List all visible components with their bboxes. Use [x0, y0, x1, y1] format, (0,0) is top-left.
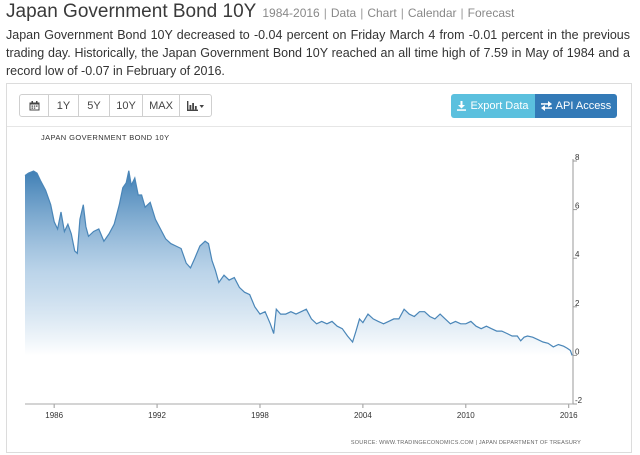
exchange-icon	[540, 101, 552, 111]
toolbar-divider	[7, 126, 631, 127]
date-range: 1984-2016	[262, 6, 320, 20]
chart-title: JAPAN GOVERNMENT BOND 10Y	[41, 133, 170, 142]
chart-link[interactable]: Chart	[367, 6, 397, 20]
range-1y-button[interactable]: 1Y	[48, 94, 79, 117]
caret-down-icon	[199, 104, 204, 108]
x-tick-label: 1986	[45, 411, 63, 420]
bar-chart-icon	[186, 100, 204, 111]
page-title: Japan Government Bond 10Y	[6, 1, 257, 22]
calendar-link[interactable]: Calendar	[407, 6, 457, 20]
calendar-icon	[29, 100, 39, 110]
y-tick-label: 8	[575, 153, 580, 162]
api-access-button[interactable]: API Access	[535, 94, 617, 118]
data-link[interactable]: Data	[330, 6, 357, 20]
y-tick-label: 6	[575, 202, 580, 211]
page-header: Japan Government Bond 10Y 1984-2016 | Da…	[6, 1, 636, 80]
x-tick-label: 1998	[251, 411, 269, 420]
sub-navigation: 1984-2016 | Data | Chart | Calendar | Fo…	[262, 6, 514, 20]
x-axis: 1986 1992 1998 2004 2010 2016	[25, 403, 578, 420]
export-label: Export Data	[470, 100, 529, 112]
source-note: SOURCE: WWW.TRADINGECONOMICS.COM | JAPAN…	[351, 440, 581, 446]
y-tick-label: 0	[575, 347, 580, 356]
y-tick-label: 4	[575, 250, 580, 259]
separator: |	[460, 6, 464, 20]
x-tick-label: 1992	[148, 411, 166, 420]
api-label: API Access	[555, 100, 612, 112]
title-row: Japan Government Bond 10Y 1984-2016 | Da…	[6, 1, 636, 23]
area-fill	[25, 170, 573, 356]
series-line	[24, 170, 573, 356]
chart-panel: 1Y 5Y 10Y MAX Export Data	[6, 83, 632, 453]
x-tick-label: 2010	[457, 411, 475, 420]
separator: |	[400, 6, 404, 20]
y-axis: -2 0 2 4 6 8	[572, 153, 583, 405]
y-tick-label: -2	[575, 396, 583, 405]
forecast-link[interactable]: Forecast	[467, 6, 515, 20]
download-icon	[457, 101, 467, 111]
range-max-button[interactable]: MAX	[142, 94, 180, 117]
export-data-button[interactable]: Export Data	[451, 94, 535, 118]
separator: |	[323, 6, 327, 20]
chart-toolbar: 1Y 5Y 10Y MAX	[19, 94, 212, 117]
x-tick-label: 2016	[560, 411, 578, 420]
x-tick-label: 2004	[354, 411, 372, 420]
chart-type-button[interactable]	[179, 94, 212, 117]
separator: |	[360, 6, 364, 20]
description-text: Japan Government Bond 10Y decreased to -…	[6, 28, 630, 78]
y-tick-label: 2	[575, 299, 580, 308]
